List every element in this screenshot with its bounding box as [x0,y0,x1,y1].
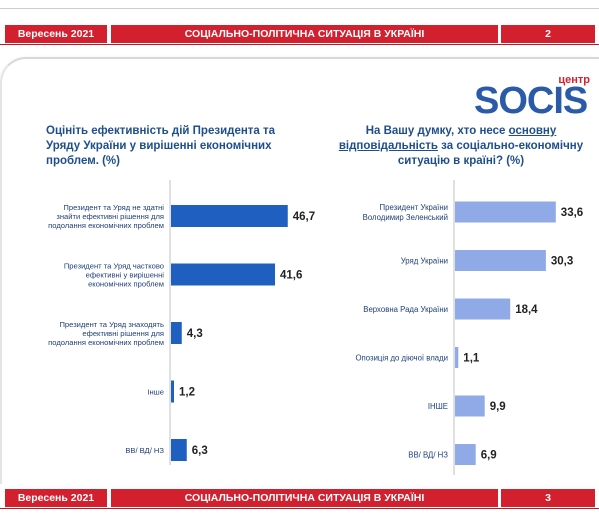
right-bar-chart: 33,6 Президент України Володимир Зеленськи… [355,180,583,475]
bar [455,395,485,417]
bar [455,298,511,320]
header-band: Вересень 2021 СОЦІАЛЬНО-ПОЛІТИЧНА СИТУАЦ… [0,25,599,45]
right-title-part-1: На Вашу думку, хто несе [365,125,509,137]
top-rule [0,8,599,9]
logo-word: SOCIS [474,80,588,122]
value-label: 33,6 [561,207,583,219]
bar [171,205,288,227]
bar [171,380,174,403]
value-label: 30,3 [551,256,573,268]
value-label: 6,3 [192,445,208,457]
footer-date: Вересень 2021 [5,489,107,507]
right-chart-title: На Вашу думку, хто несе основну відповід… [330,124,592,169]
right-title-part-2: основну відповідальність [338,125,557,152]
logo-tag: центр [558,74,590,86]
category-label: ВВ/ ВД/ НЗ [125,446,164,455]
header-title: СОЦІАЛЬНО-ПОЛІТИЧНА СИТУАЦІЯ В УКРАЇНІ [111,25,498,43]
header-page-number: 2 [501,25,595,43]
value-label: 9,9 [490,401,506,413]
value-label: 4,3 [187,328,203,340]
right-title-part-3: за соціально-економічну ситуацію в країн… [397,140,584,167]
value-label: 41,6 [280,270,302,282]
category-label: Президент та Уряд знаходять ефективні ріш… [48,320,164,347]
category-label: Верховна Рада України [363,305,448,314]
value-label: 6,9 [481,450,497,462]
value-label: 1,2 [179,387,195,399]
header-date: Вересень 2021 [5,25,107,43]
bar [171,263,275,286]
value-label: 18,4 [515,304,538,316]
bar [455,250,546,271]
category-label: Президент та Уряд не здатні знайти ефекти… [48,203,164,230]
bar [455,444,476,465]
footer-page-number: 3 [501,489,595,507]
bar [171,322,182,344]
left-bar-chart: 46,7 Президент та Уряд не здатні знайти еф… [48,180,315,465]
bar [171,439,187,461]
left-chart-title: Оцініть ефективність дій Президента та У… [46,125,276,167]
category-label: ІНШЕ [428,402,448,411]
footer-title: СОЦІАЛЬНО-ПОЛІТИЧНА СИТУАЦІЯ В УКРАЇНІ [111,489,498,507]
value-label: 46,7 [293,211,315,223]
bar [455,347,459,368]
category-label: Опозиція до діючої влади [355,354,448,363]
socis-logo: центр SOCIS [472,74,594,124]
value-label: 1,1 [463,353,480,365]
category-label: Уряд України [401,257,448,266]
category-label: Інше [147,388,164,397]
category-label: ВВ/ ВД/ НЗ [408,451,448,460]
header-rule [0,44,599,45]
footer-band: Вересень 2021 СОЦІАЛЬНО-ПОЛІТИЧНА СИТУАЦ… [0,489,599,509]
category-label: Президент України Володимир Зеленський [363,203,448,222]
bar [455,201,556,223]
category-label: Президент та Уряд частково ефективні у ви… [64,262,164,289]
footer-rule [0,508,599,509]
